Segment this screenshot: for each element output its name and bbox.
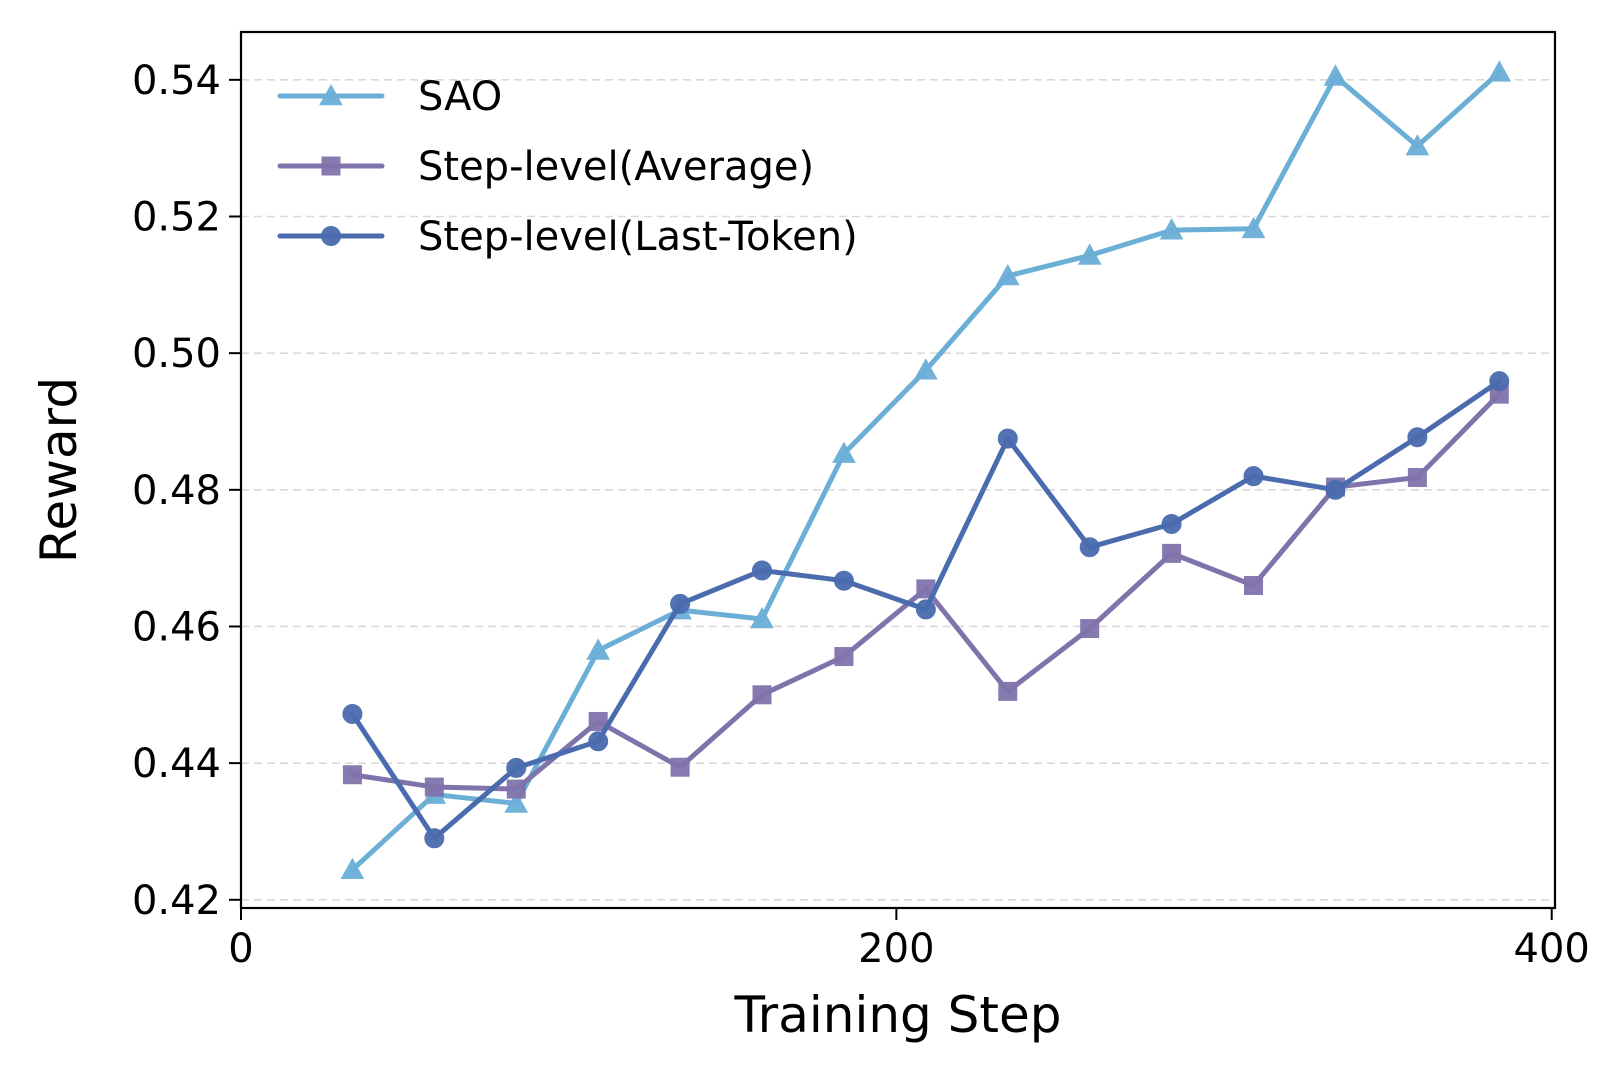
data-point — [915, 599, 936, 620]
x-tick-label: 0 — [228, 926, 253, 972]
legend: SAO Step-level(Average) Step-level(Last-To… — [277, 74, 858, 260]
data-point — [1405, 134, 1430, 156]
data-point — [1161, 513, 1182, 534]
data-point — [752, 560, 773, 581]
data-point — [833, 570, 854, 591]
data-point — [1162, 543, 1182, 563]
y-axis-title: Reward — [30, 377, 88, 563]
y-tick-label: 0.44 — [132, 741, 221, 787]
data-point — [424, 777, 444, 797]
data-point — [834, 647, 854, 667]
series-line — [349, 69, 1502, 873]
axis-ticks: 0.42 0.44 0.46 0.48 0.50 0.52 0.54 0 200 400 — [132, 58, 1590, 972]
data-point — [1077, 243, 1102, 265]
legend-entry: Step-level(Average) — [277, 144, 814, 190]
data-point — [586, 638, 611, 660]
data-point — [750, 606, 774, 629]
legend-label: SAO — [418, 74, 502, 120]
data-point — [342, 703, 363, 724]
data-point — [506, 779, 526, 799]
y-tick-label: 0.54 — [132, 58, 221, 104]
data-point — [1079, 537, 1100, 558]
data-point — [670, 757, 690, 777]
data-point — [1487, 60, 1512, 82]
legend-entry: SAO — [277, 74, 502, 120]
data-point — [752, 685, 772, 705]
data-point — [340, 857, 365, 880]
data-point — [998, 681, 1018, 701]
legend-marker — [321, 226, 341, 246]
grid-lines — [241, 79, 1555, 901]
data-point — [506, 757, 527, 778]
legend-label: Step-level(Average) — [418, 144, 814, 190]
legend-marker — [319, 83, 343, 106]
y-tick-label: 0.50 — [132, 331, 221, 377]
data-point — [1407, 468, 1427, 488]
data-point — [588, 731, 609, 752]
data-point — [1325, 479, 1346, 500]
data-point — [1243, 466, 1264, 487]
data-point — [997, 428, 1018, 449]
data-point — [670, 593, 691, 614]
series-square — [342, 384, 1509, 799]
data-point — [1241, 216, 1266, 239]
y-tick-label: 0.48 — [132, 468, 221, 514]
series-circle — [342, 371, 1510, 849]
data-point — [1489, 371, 1510, 392]
y-tick-label: 0.46 — [132, 604, 221, 650]
data-point — [1080, 619, 1100, 639]
y-tick-label: 0.42 — [132, 878, 221, 924]
data-point — [1407, 427, 1428, 448]
data-point — [832, 441, 856, 463]
data-point — [1244, 575, 1264, 595]
plot-frame — [239, 30, 1557, 910]
legend-label: Step-level(Last-Token) — [418, 214, 858, 260]
x-axis-title: Training Step — [733, 986, 1061, 1044]
data-point — [1159, 218, 1184, 240]
data-point — [995, 263, 1020, 286]
data-point — [424, 828, 445, 849]
data-point — [914, 358, 938, 380]
x-tick-label: 400 — [1514, 926, 1590, 972]
legend-marker — [321, 156, 341, 176]
series-layer — [340, 60, 1512, 880]
legend-entry: Step-level(Last-Token) — [277, 214, 858, 260]
x-tick-label: 200 — [858, 926, 934, 972]
data-point — [1323, 64, 1348, 86]
data-point — [342, 765, 362, 785]
data-point — [504, 791, 529, 813]
y-tick-label: 0.52 — [132, 194, 221, 240]
